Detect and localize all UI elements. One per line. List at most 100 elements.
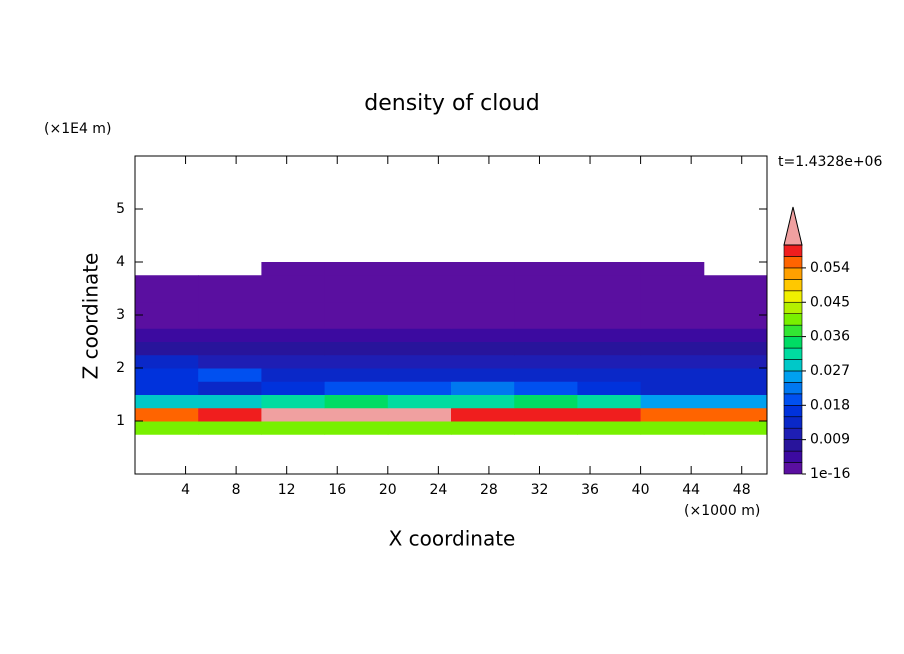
field-cell xyxy=(577,328,642,342)
y-tick-label: 3 xyxy=(116,307,125,323)
colorbar-swatch xyxy=(783,301,803,314)
field-cell xyxy=(640,315,705,329)
field-cell xyxy=(451,394,515,409)
field-cell xyxy=(198,341,262,356)
colorbar-over xyxy=(783,206,803,246)
field-cell xyxy=(135,394,199,409)
field-cell xyxy=(577,262,642,276)
field-cell xyxy=(640,421,705,435)
field-cell xyxy=(703,394,768,409)
field-cell xyxy=(640,275,705,289)
field-cell xyxy=(514,354,578,369)
field-cell xyxy=(640,328,705,342)
field-cell xyxy=(135,328,199,342)
field-cell xyxy=(451,341,515,356)
field-cell xyxy=(261,275,326,289)
field-cell xyxy=(261,368,326,382)
colorbar-swatch xyxy=(783,370,803,383)
x-tick-label: 16 xyxy=(328,482,346,498)
field-cell xyxy=(261,288,326,303)
colorbar-tick-label: 0.045 xyxy=(810,294,850,310)
colorbar-swatch xyxy=(783,290,803,303)
field-cell xyxy=(135,301,199,316)
field-cell xyxy=(135,381,199,395)
field-cell xyxy=(387,341,452,356)
field-cell xyxy=(640,341,705,356)
field-cell xyxy=(324,407,389,422)
field-cell xyxy=(261,315,326,329)
y-unit: (×1E4 m) xyxy=(44,121,111,137)
field-cell xyxy=(387,301,452,316)
colorbar-swatch xyxy=(783,450,803,463)
x-tick-label: 44 xyxy=(682,482,700,498)
field-cell xyxy=(451,301,515,316)
field-cell xyxy=(577,315,642,329)
colorbar-swatch xyxy=(783,427,803,440)
field-cell xyxy=(451,328,515,342)
field-cell xyxy=(261,328,326,342)
field-cell xyxy=(261,354,326,369)
field-cell xyxy=(640,381,705,395)
y-axis-label: Z coordinate xyxy=(79,253,103,380)
field-cell xyxy=(387,368,452,382)
x-tick-label: 40 xyxy=(632,482,650,498)
field-cell xyxy=(261,381,326,395)
field-cell xyxy=(577,421,642,435)
field-cell xyxy=(577,354,642,369)
colorbar-tick-label: 0.009 xyxy=(810,432,850,448)
field-cell xyxy=(703,354,768,369)
colorbar-swatch xyxy=(783,462,803,475)
field-cell xyxy=(640,288,705,303)
colorbar-swatch xyxy=(783,359,803,372)
field-cell xyxy=(135,288,199,303)
x-tick-label: 24 xyxy=(429,482,447,498)
x-tick-label: 28 xyxy=(480,482,498,498)
field-cell xyxy=(324,368,389,382)
field-cell xyxy=(514,381,578,395)
x-tick-label: 12 xyxy=(278,482,296,498)
field-cell xyxy=(514,301,578,316)
field-cell xyxy=(135,341,199,356)
field-cell xyxy=(577,407,642,422)
field-cell xyxy=(387,328,452,342)
colorbar-swatch xyxy=(783,336,803,349)
field-cell xyxy=(703,368,768,382)
field-cell xyxy=(324,394,389,409)
field-cell xyxy=(577,341,642,356)
colorbar-swatch xyxy=(783,416,803,429)
colorbar-tick-label: 0.027 xyxy=(810,363,850,379)
field-cell xyxy=(198,275,262,289)
field-cell xyxy=(640,301,705,316)
field-cell xyxy=(514,275,578,289)
field-cell xyxy=(514,288,578,303)
colorbar-swatch xyxy=(783,382,803,395)
field-cell xyxy=(135,315,199,329)
field-cell xyxy=(198,368,262,382)
field-cell xyxy=(324,262,389,276)
y-tick-label: 2 xyxy=(116,360,125,376)
field-cell xyxy=(451,354,515,369)
field-cell xyxy=(387,407,452,422)
field-cell xyxy=(261,407,326,422)
colorbar-swatch xyxy=(783,267,803,280)
field-cell xyxy=(451,421,515,435)
field-cell xyxy=(198,288,262,303)
field-cell xyxy=(324,421,389,435)
field-cell xyxy=(387,381,452,395)
field-cell xyxy=(387,262,452,276)
field-cell xyxy=(640,407,705,422)
field-cell xyxy=(703,381,768,395)
colorbar-swatch xyxy=(783,347,803,360)
colorbar-swatch xyxy=(783,324,803,337)
x-tick-label: 48 xyxy=(733,482,751,498)
field-cell xyxy=(451,315,515,329)
colorbar-swatch xyxy=(783,439,803,452)
colorbar-swatch xyxy=(783,313,803,326)
field-cell xyxy=(640,354,705,369)
x-axis-label: X coordinate xyxy=(389,527,516,551)
field-cell xyxy=(577,394,642,409)
field-cell xyxy=(514,315,578,329)
field-cell xyxy=(514,341,578,356)
field-cell xyxy=(135,275,199,289)
field-cell xyxy=(703,301,768,316)
